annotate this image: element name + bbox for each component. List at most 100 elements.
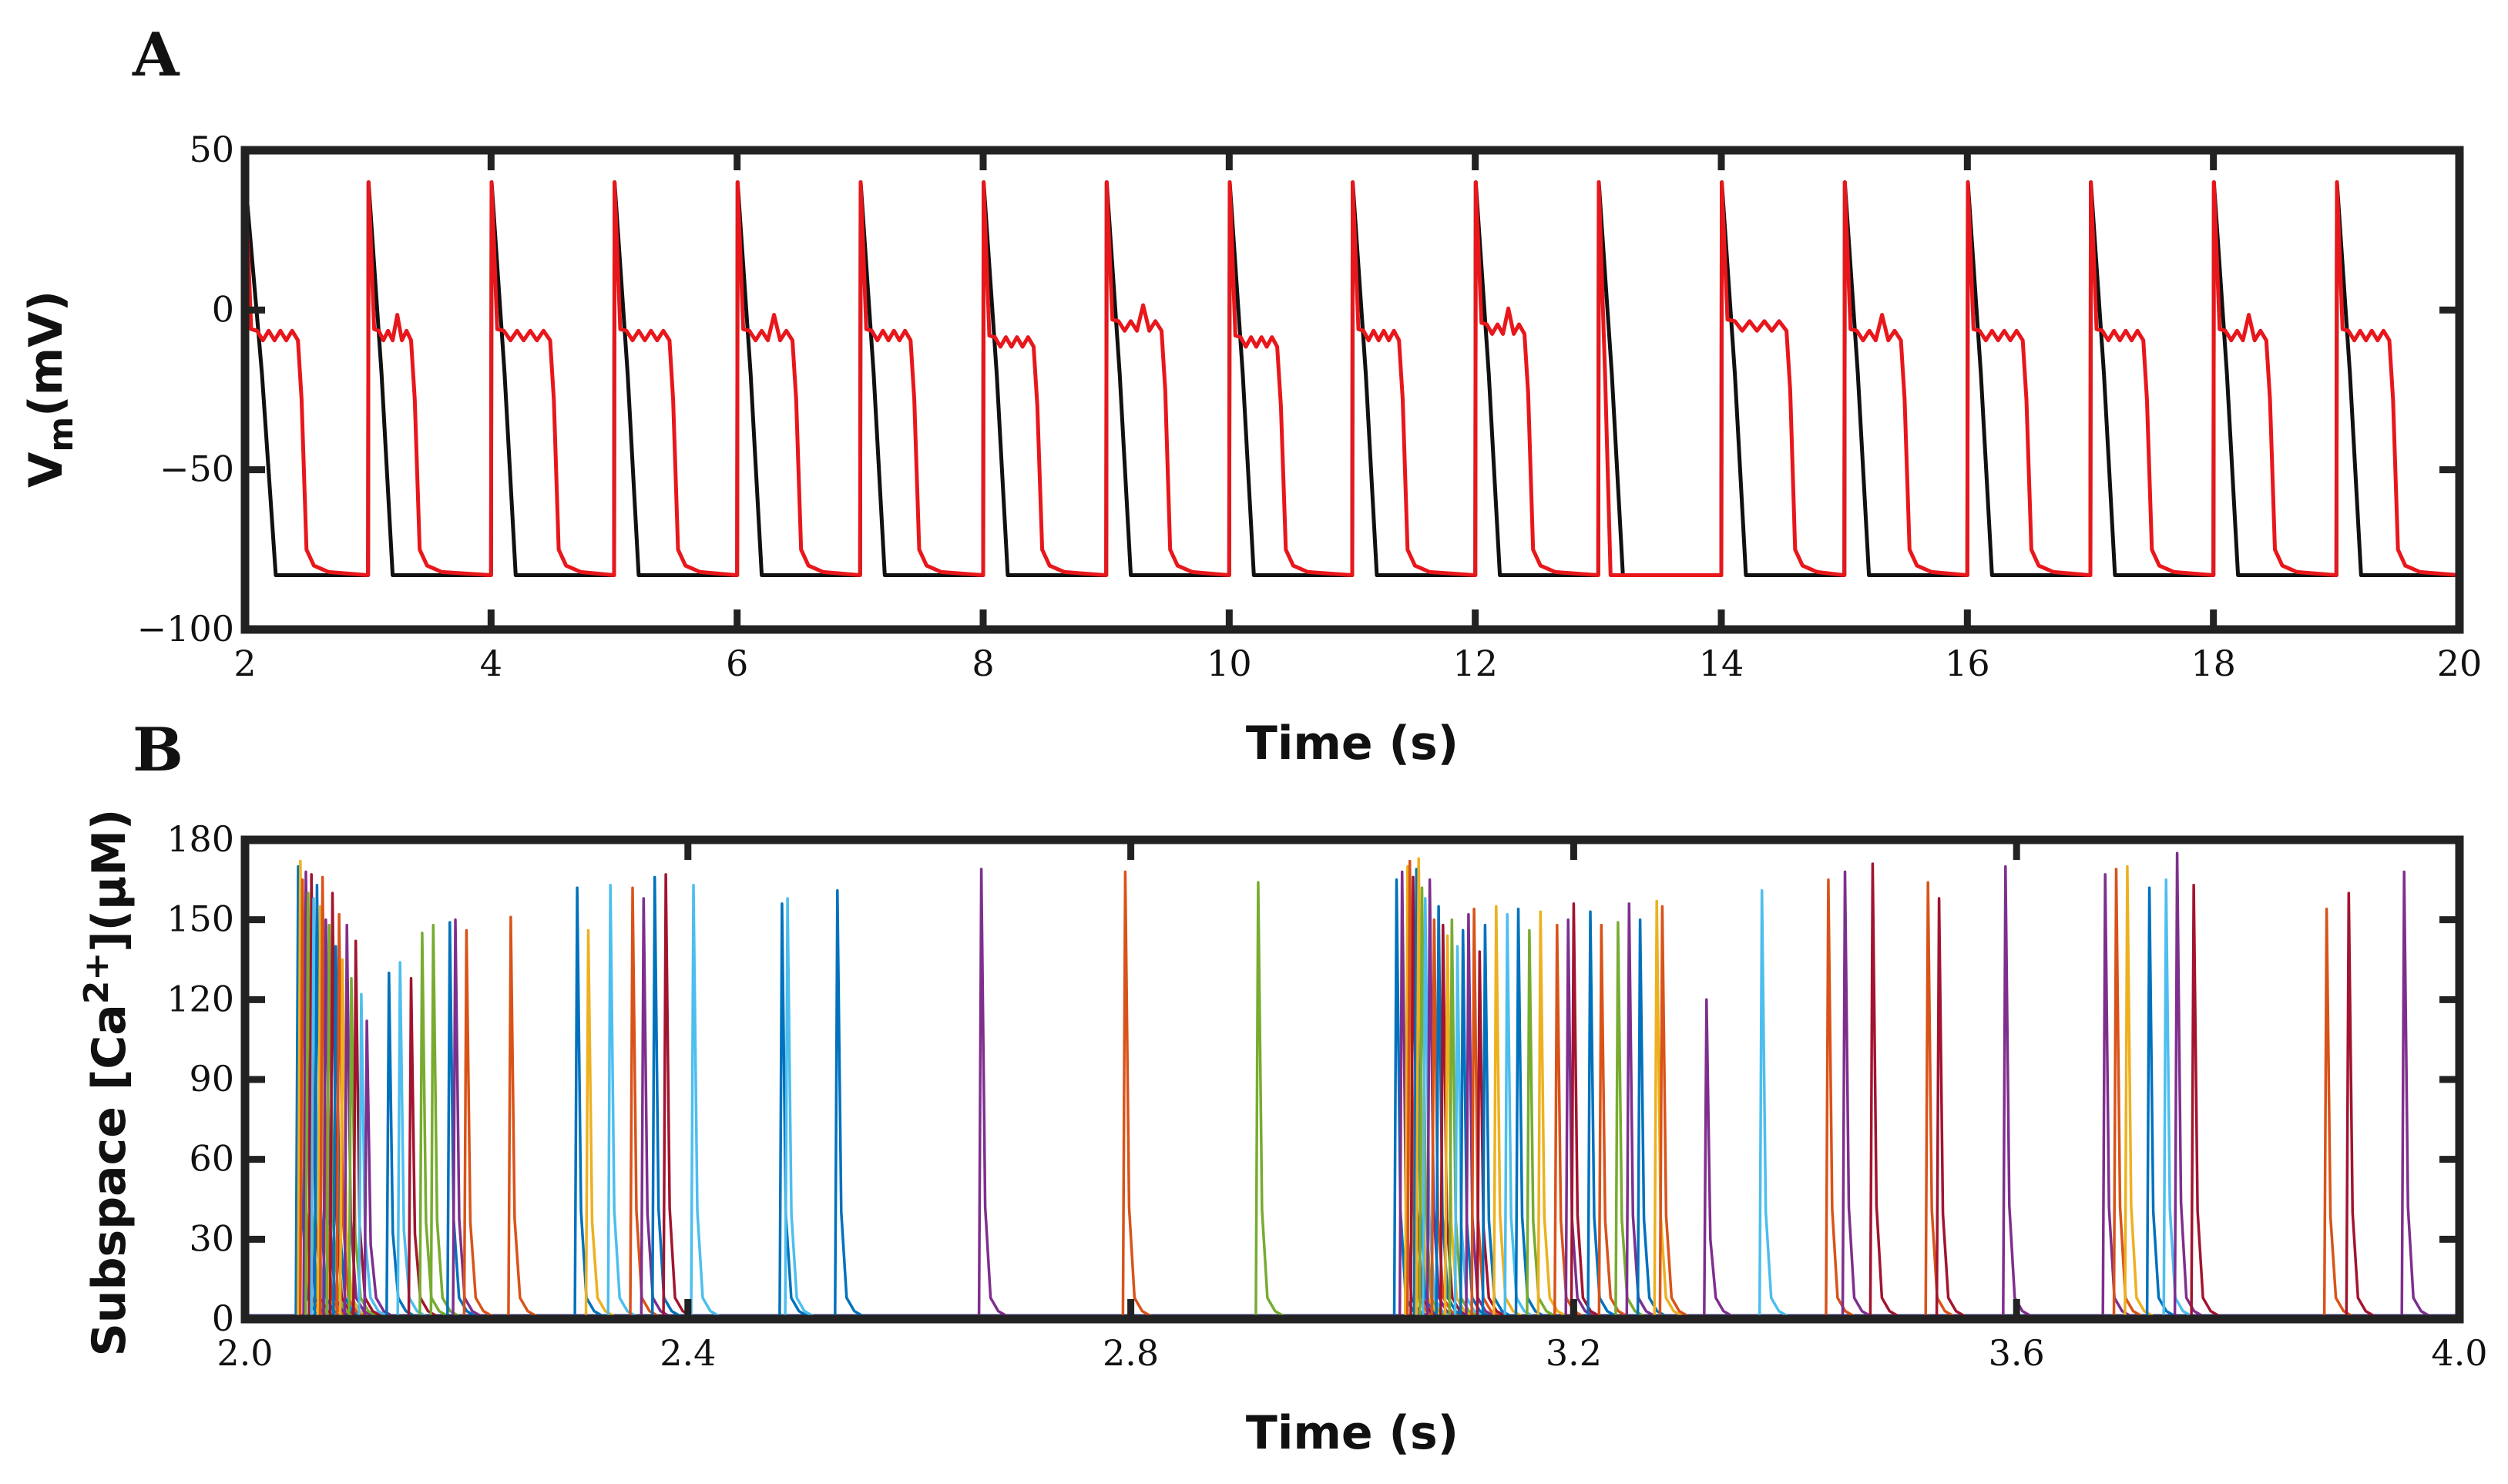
panel-b-y-tick-label: 150 xyxy=(166,898,234,940)
panel-b-spark xyxy=(446,921,477,1318)
panel-b-spark xyxy=(1121,870,1153,1318)
panel-b-y-axis-superscript: 2+ xyxy=(77,952,116,1004)
panel-a-x-tick-label: 16 xyxy=(1945,643,1990,684)
panel-b-spark xyxy=(1254,881,1285,1318)
panel-b-x-axis-title: Time (s) xyxy=(1246,1406,1459,1460)
panel-b-spark xyxy=(1586,910,1617,1318)
panel-b-y-tick-label: 0 xyxy=(212,1298,234,1339)
panel-a: A 2 4 6 8 10 12 14 16 18 20 50 0 −50 −100 Time (s) V… xyxy=(19,20,2482,771)
panel-b-spark xyxy=(2345,891,2376,1318)
panel-a-y-tick-labels: 50 0 −50 −100 xyxy=(137,129,234,650)
panel-b-spark xyxy=(1841,870,1872,1318)
panel-b-spark xyxy=(452,918,482,1318)
panel-b-spark xyxy=(1514,908,1546,1318)
panel-a-x-tick-labels: 2 4 6 8 10 12 14 16 18 20 xyxy=(233,643,2482,684)
panel-b-spark xyxy=(2002,865,2033,1318)
panel-b-y-tick-label: 180 xyxy=(166,818,234,860)
panel-b-spark xyxy=(2112,868,2144,1318)
panel-b-spark xyxy=(1564,918,1596,1318)
panel-b-x-tick-label: 2.8 xyxy=(1103,1332,1159,1374)
panel-a-traces xyxy=(243,180,2459,577)
panel-a-y-tick-label: −50 xyxy=(159,448,234,490)
panel-b-spark xyxy=(1448,918,1479,1318)
panel-b-spark xyxy=(650,875,682,1318)
panel-a-axes-frame xyxy=(240,146,2464,634)
panel-a-x-tick-label: 2 xyxy=(233,643,256,684)
panel-b-spark xyxy=(662,873,693,1318)
panel-b-spark xyxy=(1825,878,1855,1318)
panel-a-x-tick-label: 10 xyxy=(1207,643,1252,684)
panel-b-spark xyxy=(2190,883,2221,1318)
panel-a-x-tick-label: 8 xyxy=(972,643,994,684)
panel-b-spark xyxy=(640,897,671,1318)
panel-b-traces xyxy=(245,851,2459,1319)
panel-b-spark xyxy=(2400,870,2432,1318)
panel-b-y-axis-text: Subspace [Ca xyxy=(82,1004,136,1356)
panel-b-spark xyxy=(1536,910,1568,1318)
panel-b-spark xyxy=(1625,902,1657,1318)
panel-b-x-tick-label: 2.0 xyxy=(217,1332,273,1374)
panel-a-x-tick-label: 20 xyxy=(2437,643,2483,684)
panel-a-y-tick-label: 50 xyxy=(189,129,234,170)
panel-a-x-tick-label: 14 xyxy=(1699,643,1744,684)
panel-b-x-tick-labels: 2.0 2.4 2.8 3.2 3.6 4.0 xyxy=(217,1332,2487,1374)
panel-b-y-tick-label: 60 xyxy=(189,1138,234,1180)
panel-b-spark xyxy=(507,915,538,1318)
panel-b-spark xyxy=(1924,881,1956,1318)
panel-a-y-tick-label: 0 xyxy=(212,288,234,330)
panel-a-y-tick-label: −100 xyxy=(137,608,234,650)
panel-b-spark xyxy=(1653,899,1684,1318)
panel-b-spark xyxy=(407,976,438,1318)
panel-b-x-tick-label: 3.6 xyxy=(1989,1332,2045,1374)
panel-b-spark xyxy=(784,897,814,1318)
panel-b-spark xyxy=(1658,905,1690,1318)
panel-b-spark xyxy=(1526,928,1556,1318)
panel-b-spark xyxy=(778,902,809,1318)
panel-a-y-axis-title: Vm(mV) xyxy=(19,290,81,488)
panel-b-spark xyxy=(1636,918,1667,1318)
panel-b-spark xyxy=(1481,923,1513,1318)
panel-b-letter: B xyxy=(133,715,183,785)
panel-b-x-tick-label: 2.4 xyxy=(660,1332,716,1374)
panel-b-spark xyxy=(1453,945,1485,1318)
panel-a-x-tick-label: 4 xyxy=(480,643,502,684)
panel-a-series-red xyxy=(243,180,2459,577)
panel-b-spark xyxy=(325,923,357,1318)
panel-b-spark xyxy=(573,886,604,1318)
panel-b-spark xyxy=(1868,862,1900,1318)
panel-b-spark xyxy=(1476,950,1507,1318)
panel-b-spark xyxy=(1570,902,1601,1318)
panel-b-spark xyxy=(977,868,1009,1318)
panel-b-x-tick-label: 4.0 xyxy=(2431,1332,2487,1374)
panel-b-spark xyxy=(418,932,449,1318)
panel-a-x-tick-label: 12 xyxy=(1452,643,1498,684)
panel-a-letter: A xyxy=(132,20,180,90)
panel-b-y-axis-title: Subspace [Ca2+](μM) xyxy=(77,809,136,1357)
panel-b-spark xyxy=(462,928,494,1318)
panel-b: B 2.0 2.4 2.8 3.2 3.6 4.0 0 30 60 90 120 150 180 Ti… xyxy=(77,715,2488,1460)
panel-b-spark xyxy=(2145,886,2177,1318)
panel-b-spark xyxy=(1758,888,1789,1318)
panel-b-spark xyxy=(2162,878,2194,1318)
panel-b-spark xyxy=(690,883,720,1318)
panel-a-y-axis-symbol: V xyxy=(19,452,73,488)
panel-b-y-tick-label: 120 xyxy=(166,978,234,1019)
panel-a-y-axis-unit: (mV) xyxy=(19,290,73,417)
panel-b-spark xyxy=(347,976,378,1318)
panel-b-y-axis-unit: ](μM) xyxy=(82,809,136,952)
panel-b-spark xyxy=(1597,923,1629,1318)
panel-a-y-axis-subscript: m xyxy=(42,417,81,452)
panel-a-x-tick-label: 18 xyxy=(2191,643,2236,684)
panel-b-spark xyxy=(358,992,388,1318)
panel-b-spark xyxy=(328,891,360,1318)
panel-b-spark xyxy=(1703,998,1734,1318)
panel-b-x-tick-label: 3.2 xyxy=(1546,1332,1602,1374)
panel-b-spark xyxy=(834,888,865,1318)
panel-b-y-tick-labels: 0 30 60 90 120 150 180 xyxy=(166,818,234,1339)
panel-b-spark xyxy=(606,883,638,1318)
panel-a-x-tick-label: 6 xyxy=(726,643,748,684)
panel-b-axes-frame xyxy=(240,835,2464,1324)
panel-b-y-tick-label: 30 xyxy=(189,1217,234,1259)
panel-a-x-axis-title: Time (s) xyxy=(1246,717,1459,771)
